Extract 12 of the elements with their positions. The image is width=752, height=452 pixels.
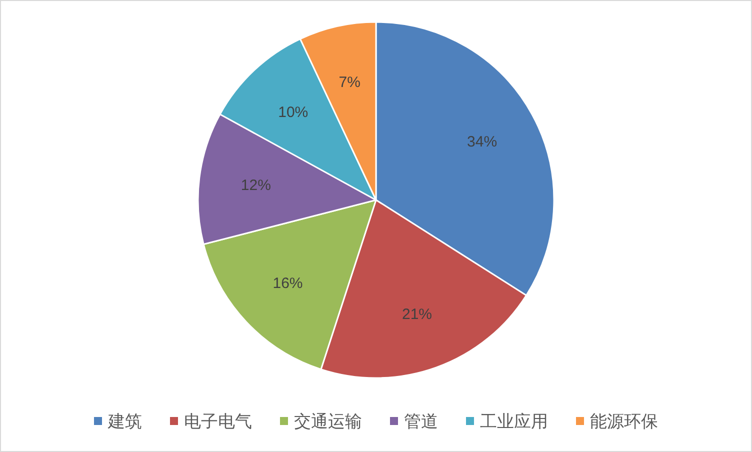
legend-label: 电子电气 <box>184 412 252 431</box>
data-label: 10% <box>278 104 308 121</box>
legend-label: 管道 <box>404 412 438 431</box>
legend-label: 交通运输 <box>294 412 362 431</box>
data-label: 12% <box>240 176 271 194</box>
legend-label: 能源环保 <box>590 412 658 431</box>
legend-label: 建筑 <box>107 412 142 431</box>
data-label: 34% <box>467 134 498 151</box>
data-label: 7% <box>338 74 360 91</box>
legend-label: 工业应用 <box>480 412 548 431</box>
data-label: 16% <box>272 274 303 292</box>
data-label: 21% <box>402 306 432 323</box>
